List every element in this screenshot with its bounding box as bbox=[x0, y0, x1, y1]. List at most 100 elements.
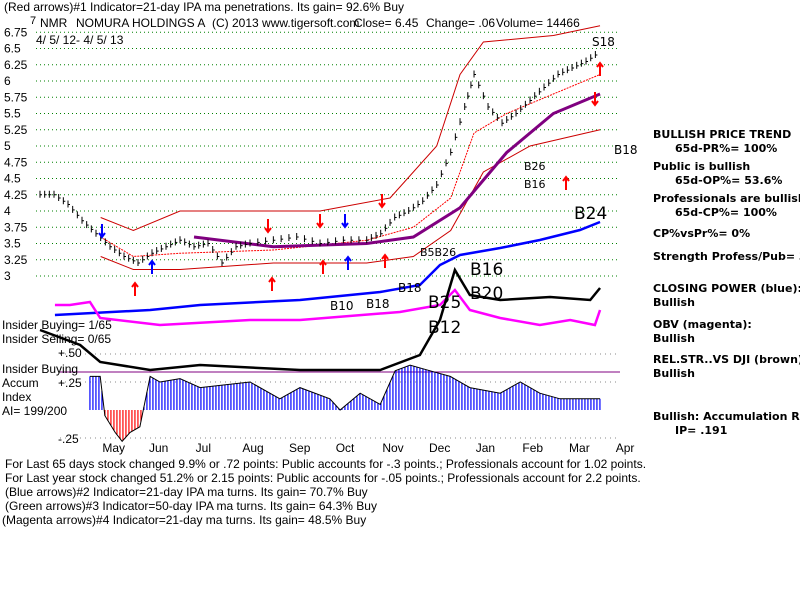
signal-label: B12 bbox=[428, 318, 461, 338]
y-tick-label: 5.75 bbox=[4, 90, 28, 104]
indicator1-text: (Red arrows)#1 Indicator=21-day IPA ma p… bbox=[4, 0, 404, 14]
x-tick-label: Jul bbox=[196, 441, 211, 455]
signal-arrow-head bbox=[319, 259, 327, 266]
signal-arrow-head bbox=[316, 222, 324, 229]
footer-line-2: For Last year stock changed 51.2% or 2.1… bbox=[5, 471, 641, 485]
signal-label: B16 bbox=[524, 178, 546, 191]
signal-label: S18 bbox=[592, 35, 615, 49]
signal-arrow-head bbox=[378, 202, 386, 209]
relstr-label: REL.STR..VS DJI (brown) bbox=[653, 353, 800, 366]
x-tick-label: Oct bbox=[336, 441, 355, 455]
ip-value: IP= .191 bbox=[675, 424, 728, 437]
change-value: Change= .06 bbox=[426, 16, 496, 30]
symbol: NMR bbox=[40, 16, 68, 30]
closing-power-line bbox=[54, 220, 601, 317]
signal-arrow-head bbox=[562, 175, 570, 182]
y-tick-label: 3 bbox=[4, 269, 11, 283]
signal-arrow-head bbox=[344, 255, 352, 262]
signal-label: B20 bbox=[470, 284, 503, 304]
y-tick-label: 6.25 bbox=[4, 58, 28, 72]
accum-tick-plus25: +.25 bbox=[58, 376, 82, 390]
accum-tick-minus25: -.25 bbox=[58, 432, 79, 446]
x-tick-label: Sep bbox=[289, 441, 311, 455]
signal-arrow-head bbox=[268, 276, 276, 283]
y-tick-label: 6.75 bbox=[4, 25, 28, 39]
signal-arrow-head bbox=[591, 100, 599, 107]
x-tick-label: May bbox=[102, 441, 125, 455]
op-value: 65d-OP%= 53.6% bbox=[675, 174, 783, 187]
y-tick-label: 4.5 bbox=[4, 172, 21, 186]
relstr-state: Bullish bbox=[653, 367, 695, 380]
ai-value: AI= 199/200 bbox=[2, 404, 68, 418]
company-name: NOMURA HOLDINGS A bbox=[76, 16, 206, 30]
insider-selling: Insider Selling= 0/65 bbox=[2, 332, 112, 346]
footer-line-3: (Blue arrows)#2 Indicator=21-day IPA ma … bbox=[5, 485, 368, 499]
ma50-line bbox=[193, 92, 601, 249]
copyright: (C) 2013 www.tigersoft.com bbox=[212, 16, 360, 30]
y-tick-label: 4.75 bbox=[4, 155, 28, 169]
footer-line-5: (Magenta arrows)#4 Indicator=21-day ma t… bbox=[2, 513, 367, 527]
public-status: Public is bullish bbox=[653, 160, 751, 173]
insider-buying-label: Insider Buying bbox=[2, 362, 79, 376]
signal-label: B18 bbox=[366, 297, 390, 311]
x-tick-label: Apr bbox=[616, 441, 635, 455]
insider-buying: Insider Buying= 1/65 bbox=[2, 318, 112, 332]
y-tick-label: 4.25 bbox=[4, 188, 28, 202]
closing-power-state: Bullish bbox=[653, 296, 695, 309]
obv-state: Bullish bbox=[653, 332, 695, 345]
upper-band-line bbox=[100, 25, 601, 232]
close-value: Close= 6.45 bbox=[354, 16, 419, 30]
signal-label: B5B26 bbox=[420, 246, 456, 259]
date-range: 4/ 5/ 12- 4/ 5/ 13 bbox=[36, 33, 124, 47]
accum-status: Bullish: Accumulation Rising bbox=[653, 410, 800, 423]
price-trend: BULLISH PRICE TREND bbox=[653, 128, 792, 141]
x-tick-label: Mar bbox=[569, 441, 590, 455]
y-tick-label: 3.25 bbox=[4, 253, 28, 267]
signal-arrow-head bbox=[341, 222, 349, 229]
y-tick-label: 6 bbox=[4, 74, 11, 88]
ma21-line bbox=[100, 74, 601, 258]
signal-label: B24 bbox=[574, 204, 607, 224]
signal-label: B26 bbox=[524, 160, 546, 173]
cp-value: 65d-CP%= 100% bbox=[675, 206, 777, 219]
x-tick-label: Aug bbox=[242, 441, 263, 455]
x-tick-label: Feb bbox=[522, 441, 543, 455]
signal-arrow-head bbox=[381, 253, 389, 260]
y-tick-label: 6.5 bbox=[4, 42, 21, 56]
volume-value: Volume= 14466 bbox=[496, 16, 580, 30]
obv-label: OBV (magenta): bbox=[653, 318, 752, 331]
lower-band-line bbox=[100, 129, 601, 270]
x-tick-label: Nov bbox=[382, 441, 403, 455]
footer-line-4: (Green arrows)#3 Indicator=50-day IPA ma… bbox=[5, 499, 377, 513]
pros-status: Professionals are bullish bbox=[653, 192, 800, 205]
closing-power-label: CLOSING POWER (blue): bbox=[653, 282, 800, 295]
index-label: Index bbox=[2, 390, 32, 404]
x-tick-label: Dec bbox=[429, 441, 450, 455]
y-tick-label: 3.75 bbox=[4, 220, 28, 234]
y-tick-label: 4 bbox=[4, 204, 11, 218]
pr-value: 65d-PR%= 100% bbox=[675, 142, 778, 155]
signal-label: B10 bbox=[330, 299, 354, 313]
rel-str-line bbox=[39, 266, 602, 372]
y-tick-label: 5.5 bbox=[4, 107, 21, 121]
footer-line-1: For Last 65 days stock changed 9.9% or .… bbox=[5, 457, 647, 471]
y-tick-label: 3.5 bbox=[4, 237, 21, 251]
accum-label: Accum bbox=[2, 376, 39, 390]
y-tick-label: 5.25 bbox=[4, 123, 28, 137]
signal-label: B18 bbox=[614, 143, 638, 157]
signal-arrow-head bbox=[98, 232, 106, 239]
accum-line bbox=[89, 364, 601, 443]
cp-vs-pr: CP%vsPr%= 0% bbox=[653, 227, 751, 240]
x-tick-label: Jan bbox=[476, 441, 495, 455]
signal-label: B18 bbox=[398, 281, 422, 295]
obv-line bbox=[54, 288, 602, 327]
signal-arrow-head bbox=[264, 227, 272, 234]
strength: Strength Profess/Pub= 3.4 bbox=[653, 250, 800, 263]
signal-arrow-head bbox=[131, 281, 139, 288]
signal-arrow-head bbox=[148, 259, 156, 266]
top-tick: 7 bbox=[30, 15, 37, 27]
signal-arrow-head bbox=[596, 61, 604, 68]
accum-tick-plus50: +.50 bbox=[58, 346, 82, 360]
signal-label: B16 bbox=[470, 260, 503, 280]
